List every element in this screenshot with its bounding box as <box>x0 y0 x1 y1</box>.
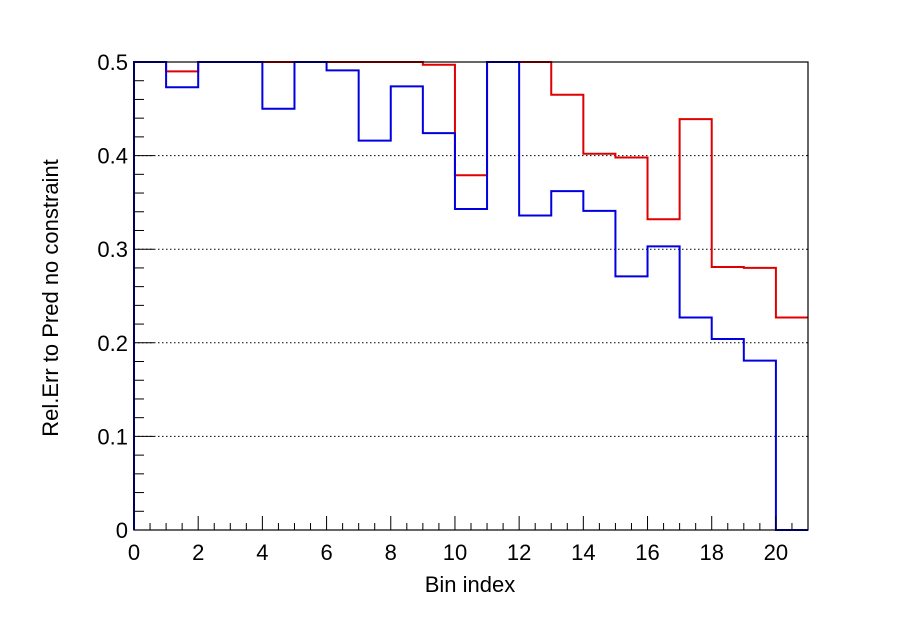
x-tick-label: 14 <box>571 540 595 565</box>
y-tick-label: 0.4 <box>97 144 128 169</box>
x-tick-label: 4 <box>256 540 268 565</box>
x-axis-label: Bin index <box>425 572 516 597</box>
x-tick-label: 0 <box>128 540 140 565</box>
tick-labels: 0 2 4 6 8 10 12 14 16 18 20 0 0.1 0.2 0.3 0.4 0.5 <box>97 50 788 565</box>
x-tick-label: 18 <box>699 540 723 565</box>
x-tick-label: 20 <box>764 540 788 565</box>
x-tick-label: 6 <box>320 540 332 565</box>
y-tick-label: 0.1 <box>97 424 128 449</box>
x-tick-label: 8 <box>385 540 397 565</box>
x-tick-label: 12 <box>507 540 531 565</box>
axis-ticks <box>133 61 809 531</box>
x-tick-label: 10 <box>443 540 467 565</box>
y-tick-label: 0 <box>116 518 128 543</box>
y-tick-label: 0.2 <box>97 331 128 356</box>
x-tick-label: 16 <box>635 540 659 565</box>
grid-lines <box>134 155 808 437</box>
x-tick-label: 2 <box>192 540 204 565</box>
y-axis-label: Rel.Err to Pred no constraint <box>38 159 63 437</box>
y-tick-label: 0.5 <box>97 50 128 75</box>
y-tick-label: 0.3 <box>97 237 128 262</box>
